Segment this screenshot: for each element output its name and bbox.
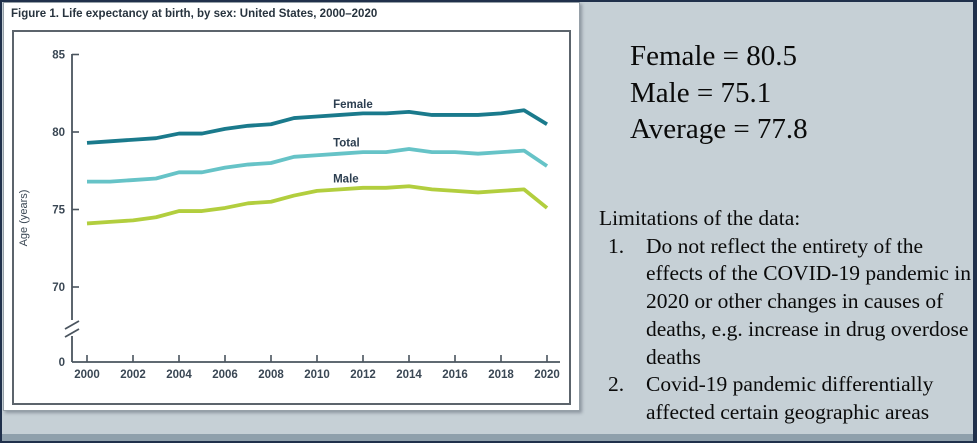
y-tick-label: 0 xyxy=(59,357,65,369)
list-item-text: Do not reflect the entirety of the effec… xyxy=(646,233,971,369)
list-item: 1. Do not reflect the entirety of the ef… xyxy=(599,233,973,372)
male-line xyxy=(86,184,549,226)
slide-bottom-edge xyxy=(2,434,973,441)
stat-male: Male = 75.1 xyxy=(630,76,772,109)
x-tick-label: 2016 xyxy=(442,369,468,381)
x-tick-label: 2000 xyxy=(74,369,100,381)
y-tick-label: 75 xyxy=(52,205,65,217)
summary-stats: Female = 80.5 Male = 75.1 Average = 77.8 xyxy=(630,38,808,148)
figure-title: Figure 1. Life expectancy at birth, by s… xyxy=(11,8,378,20)
x-tick-label: 2012 xyxy=(350,369,376,381)
line-chart: 85 80 75 70 0 2000 2002 2004 2006 2008 2010 2012 201… xyxy=(18,50,560,381)
y-tick-label: 85 xyxy=(52,50,65,62)
x-tick-label: 2006 xyxy=(212,369,238,381)
x-tick-label: 2020 xyxy=(534,369,560,381)
stat-female: Female = 80.5 xyxy=(630,40,797,72)
x-tick-label: 2008 xyxy=(258,369,284,381)
figure-card: Figure 1. Life expectancy at birth, by s… xyxy=(3,2,580,411)
list-item-text: Covid-19 pandemic differentially affecte… xyxy=(646,372,934,425)
list-item-number: 2. xyxy=(608,372,625,397)
female-line-label: Female xyxy=(333,99,373,111)
total-line xyxy=(87,147,549,184)
x-tick-label: 2010 xyxy=(304,369,330,381)
x-tick-label: 2014 xyxy=(396,369,422,381)
limitations-heading: Limitations of the data: xyxy=(599,206,801,230)
axis-break-mark xyxy=(64,320,80,330)
stat-average: Average = 77.8 xyxy=(630,113,808,146)
x-tick-label: 2004 xyxy=(166,369,192,381)
female-line xyxy=(86,108,548,145)
y-tick-label: 80 xyxy=(52,127,65,139)
plot-box: 85 80 75 70 0 2000 2002 2004 2006 2008 2010 2012 201… xyxy=(12,30,571,405)
y-axis-title: Age (years) xyxy=(18,190,30,247)
male-line-label: Male xyxy=(333,173,359,185)
list-item-number: 1. xyxy=(608,233,625,258)
limitations-block: Limitations of the data: 1. Do not refle… xyxy=(599,205,973,427)
x-tick-label: 2018 xyxy=(488,369,514,381)
axis-break-mark xyxy=(64,328,80,338)
x-tick-label: 2002 xyxy=(120,369,146,381)
total-line-label: Total xyxy=(333,138,360,150)
list-item: 2. Covid-19 pandemic differentially affe… xyxy=(599,371,973,426)
y-tick-label: 70 xyxy=(52,282,65,294)
